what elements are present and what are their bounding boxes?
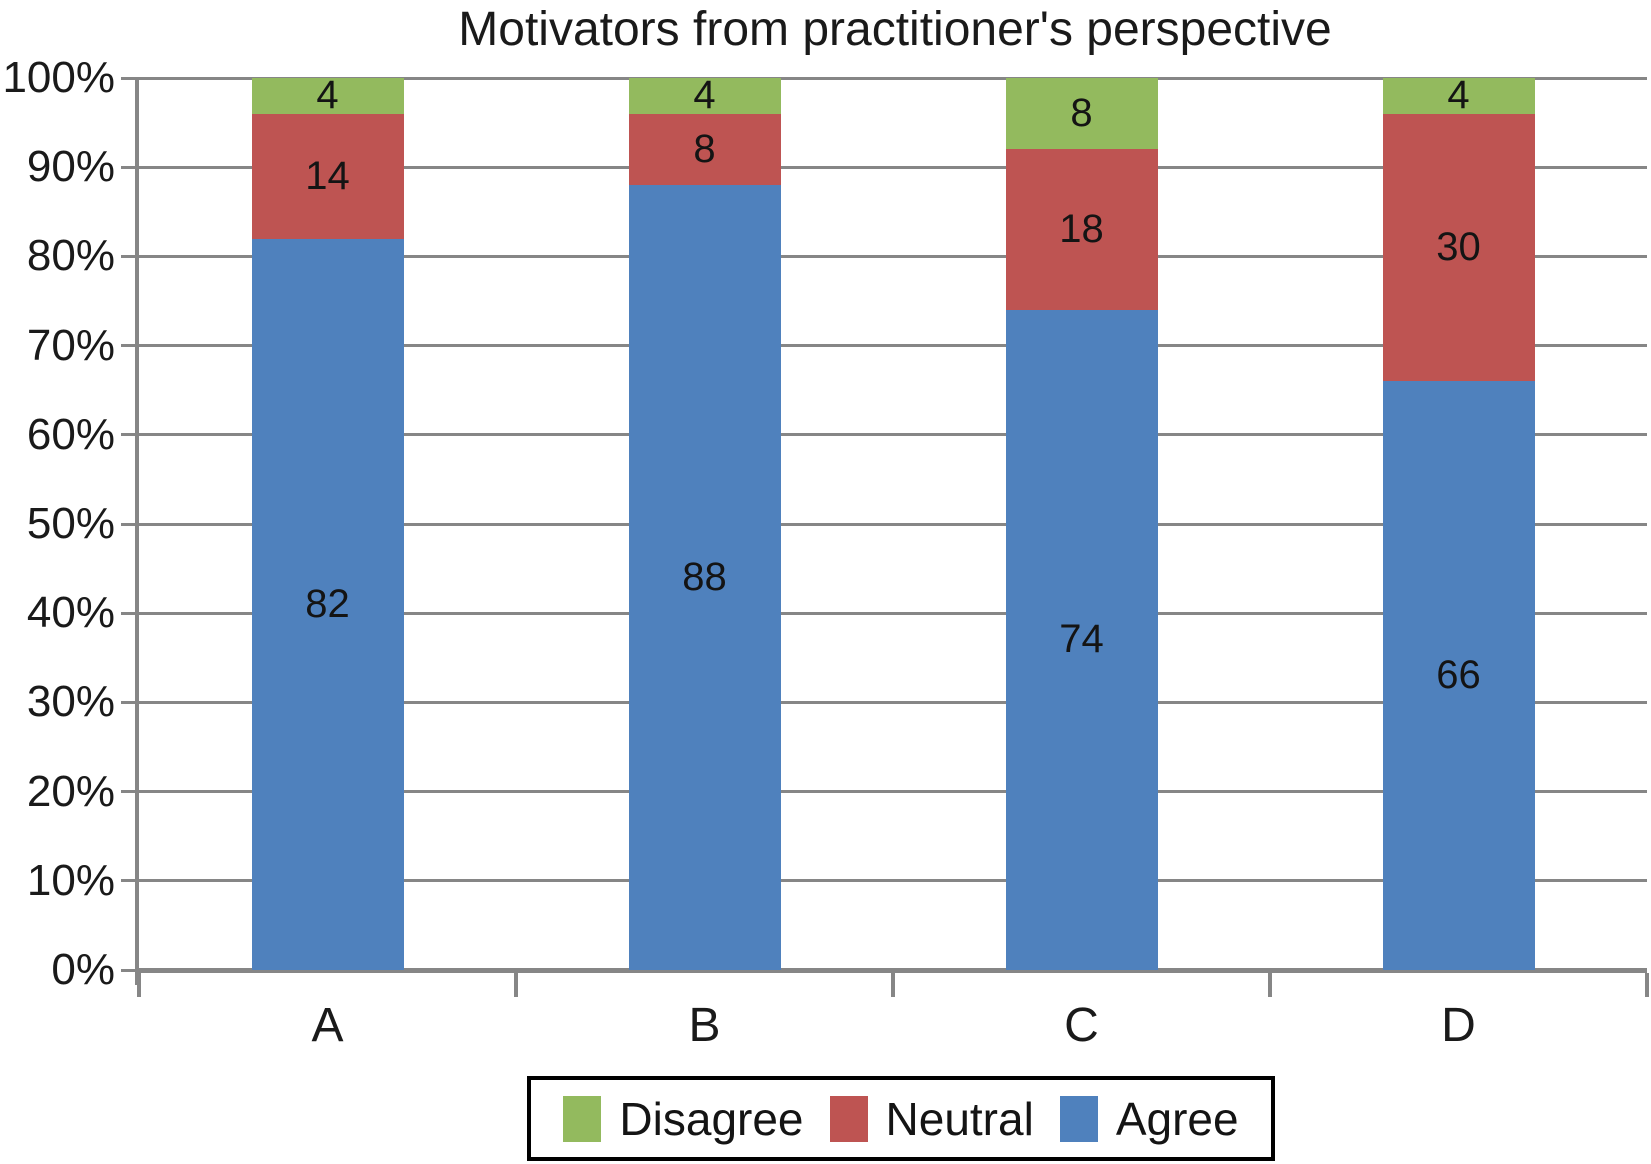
y-axis-tick (121, 344, 139, 348)
legend-label: Agree (1115, 1092, 1239, 1145)
bar-segment-B-neutral: 8 (628, 113, 781, 186)
data-label: 14 (305, 153, 350, 198)
gridline (139, 344, 1647, 348)
gridline (139, 254, 1647, 258)
y-axis-tick-label: 60% (26, 409, 115, 459)
x-axis-tick (137, 973, 141, 997)
legend-label: Neutral (885, 1092, 1034, 1145)
legend: Disagree Neutral Agree (527, 1076, 1275, 1161)
legend-item-disagree: Disagree (563, 1092, 804, 1146)
legend-label: Disagree (619, 1092, 804, 1145)
bar-segment-C-neutral: 18 (1005, 149, 1158, 310)
bar-segment-B-agree: 88 (628, 185, 781, 970)
y-axis-tick (121, 879, 139, 883)
gridline (139, 700, 1647, 704)
bar-segment-C-disagree: 8 (1005, 78, 1158, 150)
data-label: 30 (1436, 224, 1481, 269)
bar-segment-C-agree: 74 (1005, 309, 1158, 970)
bar-segment-D-disagree: 4 (1382, 73, 1535, 117)
data-label: 8 (1070, 91, 1093, 136)
x-axis-line (135, 968, 1647, 973)
gridline (139, 433, 1647, 437)
bar-segment-D-neutral: 30 (1382, 113, 1535, 382)
y-axis-tick-label: 90% (26, 142, 115, 192)
y-axis-tick-label: 70% (26, 320, 115, 370)
y-axis-tick (121, 76, 139, 80)
y-axis-line (135, 77, 139, 985)
x-axis-tick (1645, 973, 1649, 997)
data-label: 74 (1059, 617, 1104, 662)
gridline (139, 790, 1647, 794)
x-axis-category-label: B (688, 999, 721, 1052)
y-axis-tick (121, 700, 139, 704)
legend-item-neutral: Neutral (829, 1092, 1034, 1146)
legend-item-agree: Agree (1059, 1092, 1239, 1146)
y-axis-tick-label: 40% (26, 588, 115, 638)
x-axis-category-label: C (1064, 999, 1099, 1052)
data-label: 82 (305, 581, 350, 626)
gridline (139, 76, 1647, 80)
y-axis-tick (121, 790, 139, 794)
data-label: 8 (693, 126, 716, 171)
x-axis-tick (514, 973, 518, 997)
y-axis-tick (121, 522, 139, 526)
gridline (139, 879, 1647, 883)
y-axis-tick (121, 165, 139, 169)
y-axis-tick-label: 0% (51, 945, 115, 994)
x-axis-tick (891, 973, 895, 997)
y-axis-tick (121, 254, 139, 258)
gridline (139, 611, 1647, 615)
bar-segment-A-agree: 82 (251, 238, 404, 970)
data-label: 66 (1436, 653, 1481, 698)
data-label: 18 (1059, 207, 1104, 252)
y-axis-tick (121, 433, 139, 437)
data-label: 88 (682, 555, 727, 599)
legend-swatch-disagree (563, 1095, 602, 1142)
x-axis-category-label: D (1441, 999, 1476, 1052)
y-axis-tick-label: 50% (26, 499, 115, 548)
y-axis-tick (121, 611, 139, 615)
gridline (139, 165, 1647, 169)
y-axis-tick-label: 10% (26, 855, 115, 905)
bar-segment-B-disagree: 4 (628, 73, 781, 117)
bar-segment-A-neutral: 14 (251, 113, 404, 239)
y-axis-tick-label: 80% (26, 231, 115, 281)
bar-segment-D-agree: 66 (1382, 381, 1535, 970)
y-axis-tick (121, 968, 139, 972)
data-label: 4 (693, 73, 716, 118)
data-label: 4 (316, 73, 339, 118)
data-label: 4 (1447, 73, 1470, 118)
legend-swatch-agree (1059, 1095, 1098, 1142)
gridline (139, 522, 1647, 526)
legend-swatch-neutral (829, 1095, 868, 1142)
plot-area: 0% 10% 20% 30% 40% 50% 60% 70% 80% 90% 100% 82 14 4 88… (2, 56, 1649, 997)
y-axis-tick-label: 30% (26, 677, 115, 727)
x-axis-category-label: A (311, 999, 344, 1052)
chart-title: Motivators from practitioner's perspecti… (458, 3, 1332, 56)
bar-segment-A-disagree: 4 (251, 73, 404, 117)
y-axis-tick-label: 100% (2, 53, 115, 102)
y-axis-tick-label: 20% (26, 766, 115, 816)
x-axis-tick (1268, 973, 1272, 997)
